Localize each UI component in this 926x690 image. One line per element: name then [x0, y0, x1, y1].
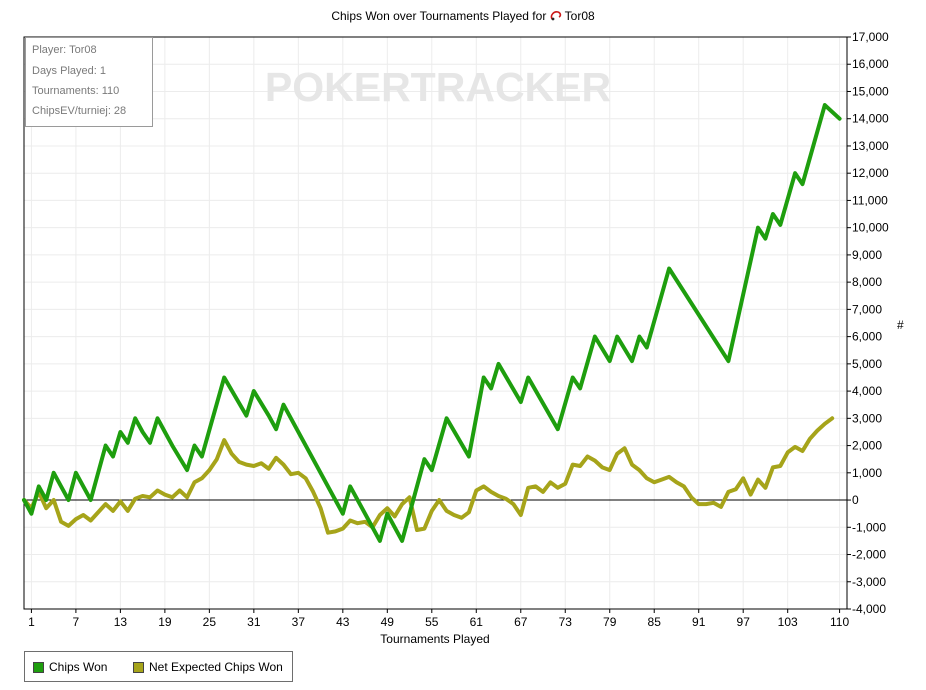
x-tick-label: 91 — [692, 615, 706, 629]
legend-swatch-net-expected — [133, 661, 144, 673]
info-player: Player: Tor08 — [32, 44, 97, 56]
x-tick-label: 61 — [470, 615, 484, 629]
y-tick-label: 16,000 — [852, 57, 889, 71]
x-tick-label: 103 — [778, 615, 798, 629]
legend-label-net-expected: Net Expected Chips Won — [149, 660, 283, 674]
y-tick-label: 12,000 — [852, 166, 889, 180]
watermark: POKERTRACKER — [265, 64, 611, 110]
x-tick-label: 13 — [114, 615, 128, 629]
x-tick-label: 7 — [73, 615, 80, 629]
y-tick-label: 13,000 — [852, 139, 889, 153]
pokertracker-logo-icon — [550, 11, 561, 21]
watermark-text: POKERTRACKER — [265, 64, 611, 110]
x-tick-label: 37 — [292, 615, 306, 629]
tick-labels: -4,000 -3,000 -2,000 -1,000 0 1,000 2,000 3,000… — [28, 30, 889, 629]
x-tick-label: 31 — [247, 615, 261, 629]
y-tick-label: 14,000 — [852, 112, 889, 126]
series-line-net-expected — [22, 416, 835, 535]
y-tick-label: -3,000 — [852, 575, 886, 589]
y-tick-label: 2,000 — [852, 439, 882, 453]
y-tick-label: 7,000 — [852, 302, 882, 316]
info-days-played: Days Played: 1 — [32, 65, 106, 77]
legend-swatch-chips-won — [33, 661, 44, 673]
legend-item-net-expected[interactable]: Net Expected Chips Won — [133, 660, 283, 674]
x-tick-label: 19 — [158, 615, 172, 629]
y-tick-label: 11,000 — [852, 193, 888, 207]
y-axis-title: # — [897, 318, 904, 332]
series-line-chips-won — [22, 103, 842, 543]
y-tick-label: 5,000 — [852, 357, 882, 371]
x-tick-label: 110 — [830, 615, 849, 629]
player-info-box: Player: Tor08 Days Played: 1 Tournaments… — [25, 37, 153, 127]
chart-title: Chips Won over Tournaments Played for To… — [0, 9, 926, 23]
x-axis-title: Tournaments Played — [380, 632, 490, 646]
y-tick-label: 4,000 — [852, 384, 882, 398]
legend-label-chips-won: Chips Won — [49, 660, 108, 674]
series-group — [22, 103, 842, 543]
title-text: Chips Won over Tournaments Played for — [331, 9, 547, 23]
x-tick-label: 43 — [336, 615, 350, 629]
legend-item-chips-won[interactable]: Chips Won — [33, 660, 107, 674]
x-tick-label: 1 — [28, 615, 35, 629]
x-tick-label: 55 — [425, 615, 439, 629]
axes — [23, 36, 851, 613]
info-chipsev: ChipsEV/turniej: 28 — [32, 105, 127, 117]
x-tick-label: 49 — [381, 615, 395, 629]
plot-frame — [23, 36, 848, 610]
y-tick-label: 17,000 — [852, 30, 889, 44]
x-tick-label: 25 — [203, 615, 217, 629]
y-tick-label: 1,000 — [852, 466, 882, 480]
y-tick-label: 15,000 — [852, 84, 889, 98]
player-name: Tor08 — [564, 9, 595, 23]
y-tick-label: -4,000 — [852, 602, 886, 616]
x-tick-label: 85 — [648, 615, 662, 629]
y-tick-label: -1,000 — [852, 520, 886, 534]
legend: Chips Won Net Expected Chips Won — [24, 651, 293, 682]
y-tick-label: 6,000 — [852, 330, 882, 344]
y-tick-label: 0 — [852, 493, 859, 507]
x-tick-label: 67 — [514, 615, 528, 629]
y-tick-label: 10,000 — [852, 221, 889, 235]
y-tick-label: 9,000 — [852, 248, 882, 262]
y-tick-label: -2,000 — [852, 548, 886, 562]
y-tick-label: 3,000 — [852, 411, 882, 425]
x-tick-label: 79 — [603, 615, 617, 629]
x-tick-label: 73 — [559, 615, 573, 629]
x-tick-label: 97 — [737, 615, 751, 629]
info-tournaments: Tournaments: 110 — [32, 85, 120, 97]
y-tick-label: 8,000 — [852, 275, 882, 289]
